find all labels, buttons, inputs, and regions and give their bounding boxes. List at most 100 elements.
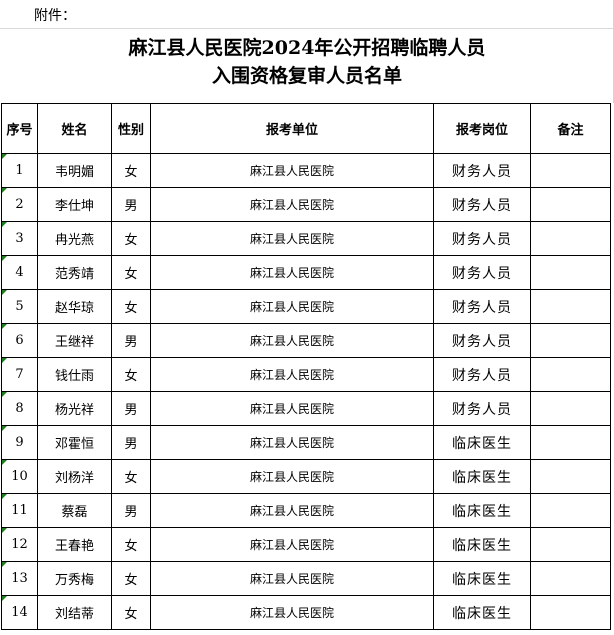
- cell-unit[interactable]: 麻江县人民医院: [150, 425, 434, 460]
- cell-sex[interactable]: 男: [111, 493, 151, 528]
- cell-name-text: 范秀靖: [54, 267, 94, 282]
- cell-unit[interactable]: 麻江县人民医院: [150, 357, 434, 392]
- cell-name[interactable]: 刘结蒂: [37, 595, 112, 630]
- cell-note[interactable]: [530, 289, 611, 324]
- cell-unit-text: 麻江县人民医院: [249, 266, 334, 280]
- cell-note[interactable]: [530, 187, 611, 222]
- cell-post[interactable]: 临床医生: [433, 561, 531, 596]
- cell-sex[interactable]: 男: [111, 425, 151, 460]
- cell-sex[interactable]: 女: [111, 527, 151, 562]
- cell-no[interactable]: 8: [1, 391, 38, 426]
- cell-post[interactable]: 财务人员: [433, 289, 531, 324]
- cell-post[interactable]: 财务人员: [433, 153, 531, 188]
- cell-no[interactable]: 10: [1, 459, 38, 494]
- cell-name[interactable]: 冉光燕: [37, 221, 112, 256]
- cell-post-text: 临床医生: [452, 605, 512, 622]
- cell-sex[interactable]: 男: [111, 391, 151, 426]
- cell-sex-text: 男: [124, 403, 138, 418]
- cell-unit[interactable]: 麻江县人民医院: [150, 391, 434, 426]
- cell-sex[interactable]: 女: [111, 357, 151, 392]
- cell-name[interactable]: 蔡磊: [37, 493, 112, 528]
- cell-no[interactable]: 12: [1, 527, 38, 562]
- header-post: 报考岗位: [433, 103, 531, 154]
- cell-name[interactable]: 范秀靖: [37, 255, 112, 290]
- cell-name[interactable]: 邓霍恒: [37, 425, 112, 460]
- cell-no-text: 8: [15, 401, 24, 416]
- cell-sex-text: 女: [124, 233, 138, 248]
- cell-unit[interactable]: 麻江县人民医院: [150, 595, 434, 630]
- cell-unit[interactable]: 麻江县人民医院: [150, 527, 434, 562]
- cell-note[interactable]: [530, 459, 611, 494]
- cell-post[interactable]: 财务人员: [433, 187, 531, 222]
- cell-note[interactable]: [530, 493, 611, 528]
- cell-no[interactable]: 6: [1, 323, 38, 358]
- cell-name-text: 王春艳: [54, 539, 94, 554]
- cell-name[interactable]: 杨光祥: [37, 391, 112, 426]
- cell-post[interactable]: 临床医生: [433, 459, 531, 494]
- cell-post-text: 临床医生: [452, 571, 512, 588]
- cell-post[interactable]: 财务人员: [433, 357, 531, 392]
- cell-post[interactable]: 临床医生: [433, 527, 531, 562]
- cell-note[interactable]: [530, 391, 611, 426]
- cell-name[interactable]: 钱仕雨: [37, 357, 112, 392]
- cell-sex[interactable]: 男: [111, 323, 151, 358]
- cell-unit[interactable]: 麻江县人民医院: [150, 153, 434, 188]
- cell-name[interactable]: 李仕坤: [37, 187, 112, 222]
- cell-name[interactable]: 王继祥: [37, 323, 112, 358]
- cell-note[interactable]: [530, 425, 611, 460]
- cell-sex[interactable]: 女: [111, 595, 151, 630]
- cell-unit[interactable]: 麻江县人民医院: [150, 221, 434, 256]
- cell-unit[interactable]: 麻江县人民医院: [150, 187, 434, 222]
- cell-unit[interactable]: 麻江县人民医院: [150, 255, 434, 290]
- table-row: 10 刘杨洋 女 麻江县人民医院 临床医生: [1, 459, 611, 494]
- cell-unit[interactable]: 麻江县人民医院: [150, 323, 434, 358]
- cell-no-text: 1: [15, 163, 24, 178]
- cell-post[interactable]: 财务人员: [433, 255, 531, 290]
- cell-no[interactable]: 3: [1, 221, 38, 256]
- cell-note[interactable]: [530, 221, 611, 256]
- cell-no[interactable]: 1: [1, 153, 38, 188]
- cell-sex[interactable]: 女: [111, 153, 151, 188]
- cell-post-text: 临床医生: [452, 537, 512, 554]
- cell-note[interactable]: [530, 595, 611, 630]
- cell-post[interactable]: 临床医生: [433, 595, 531, 630]
- cell-name[interactable]: 万秀梅: [37, 561, 112, 596]
- cell-no[interactable]: 2: [1, 187, 38, 222]
- cell-note[interactable]: [530, 527, 611, 562]
- cell-note[interactable]: [530, 153, 611, 188]
- cell-sex[interactable]: 女: [111, 255, 151, 290]
- cell-sex[interactable]: 女: [111, 289, 151, 324]
- cell-unit[interactable]: 麻江县人民医院: [150, 493, 434, 528]
- cell-post[interactable]: 临床医生: [433, 493, 531, 528]
- cell-note[interactable]: [530, 323, 611, 358]
- cell-unit[interactable]: 麻江县人民医院: [150, 459, 434, 494]
- cell-note[interactable]: [530, 357, 611, 392]
- cell-unit[interactable]: 麻江县人民医院: [150, 289, 434, 324]
- cell-comment-marker: [2, 324, 7, 329]
- cell-sex[interactable]: 女: [111, 561, 151, 596]
- cell-name[interactable]: 韦明媚: [37, 153, 112, 188]
- cell-note[interactable]: [530, 561, 611, 596]
- cell-post[interactable]: 财务人员: [433, 323, 531, 358]
- cell-no[interactable]: 11: [1, 493, 38, 528]
- cell-sex[interactable]: 女: [111, 221, 151, 256]
- cell-post[interactable]: 财务人员: [433, 221, 531, 256]
- table-row: 3 冉光燕 女 麻江县人民医院 财务人员: [1, 221, 611, 256]
- cell-name[interactable]: 王春艳: [37, 527, 112, 562]
- cell-post[interactable]: 临床医生: [433, 425, 531, 460]
- cell-no[interactable]: 14: [1, 595, 38, 630]
- cell-unit[interactable]: 麻江县人民医院: [150, 561, 434, 596]
- cell-name[interactable]: 赵华琼: [37, 289, 112, 324]
- cell-sex-text: 男: [124, 335, 138, 350]
- cell-no[interactable]: 7: [1, 357, 38, 392]
- cell-no[interactable]: 9: [1, 425, 38, 460]
- cell-no[interactable]: 4: [1, 255, 38, 290]
- cell-post[interactable]: 财务人员: [433, 391, 531, 426]
- cell-sex[interactable]: 男: [111, 187, 151, 222]
- cell-no-text: 6: [15, 333, 24, 348]
- cell-name[interactable]: 刘杨洋: [37, 459, 112, 494]
- cell-sex[interactable]: 女: [111, 459, 151, 494]
- cell-no[interactable]: 5: [1, 289, 38, 324]
- cell-no[interactable]: 13: [1, 561, 38, 596]
- cell-note[interactable]: [530, 255, 611, 290]
